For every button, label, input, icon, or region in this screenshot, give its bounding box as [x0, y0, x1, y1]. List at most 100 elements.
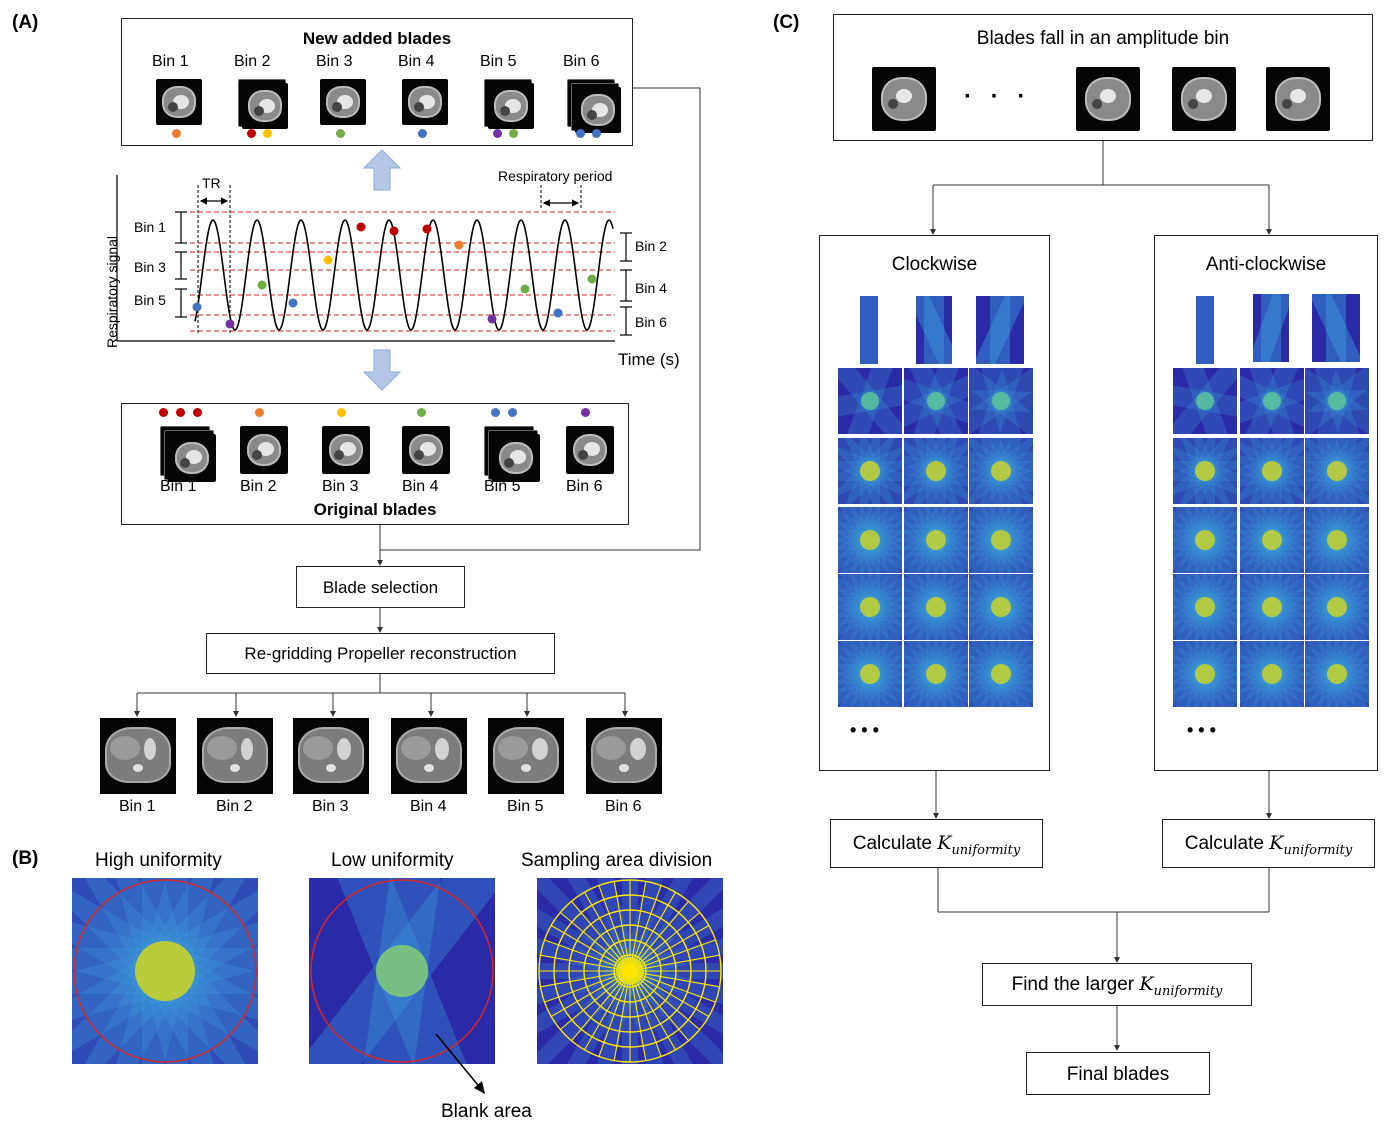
new-bin-label: Bin 4	[398, 53, 435, 70]
signal-sample-dot	[225, 319, 235, 329]
kspace-cell	[904, 574, 968, 640]
calc-prefix: Calculate	[852, 833, 938, 854]
blank-area-arrow	[435, 1033, 485, 1094]
panel-label-b: (B)	[12, 848, 39, 869]
kspace-cell	[969, 368, 1033, 434]
new-bin-label: Bin 3	[316, 53, 353, 70]
kspace-cell	[969, 641, 1033, 707]
kspace-cell	[1305, 507, 1369, 573]
blade-thumb	[1312, 294, 1360, 362]
blade-thumb	[916, 296, 952, 364]
anticlockwise-more: • • •	[1187, 720, 1216, 740]
bin-dot	[491, 408, 500, 417]
kspace-cell	[1305, 574, 1369, 640]
k-sub: uniformity	[951, 842, 1021, 858]
right-bin-6: Bin 6	[635, 314, 667, 330]
bin-dot	[172, 129, 181, 138]
recon-ct	[197, 718, 273, 794]
kspace-cell	[904, 507, 968, 573]
final-blades-box: Final blades	[1026, 1052, 1210, 1095]
signal-sample-dot	[257, 280, 267, 290]
recon-bin-label: Bin 4	[410, 798, 447, 815]
blank-area-label: Blank area	[441, 1101, 532, 1122]
low-uniformity-kspace	[309, 878, 495, 1064]
recon-ct	[293, 718, 369, 794]
k-sub: uniformity	[1283, 842, 1353, 858]
new-blades-title: New added blades	[302, 29, 452, 48]
original-blades-box: Bin 1 Bin 2 Bin 3 Bin 4 Bin 5 Bin 6 Original …	[121, 403, 629, 525]
recon-bin-label: Bin 5	[507, 798, 544, 815]
signal-sample-dot	[422, 224, 432, 234]
respiratory-signal-plot	[116, 175, 632, 342]
blade-thumb	[860, 296, 878, 364]
calc-k-right-box: Calculate Kuniformity	[1162, 819, 1375, 868]
kspace-cell	[838, 438, 902, 504]
signal-sample-dot	[323, 255, 333, 265]
orig-bin-label: Bin 4	[402, 478, 439, 495]
recon-bin-label: Bin 2	[216, 798, 253, 815]
panel-label-a: (A)	[12, 12, 39, 33]
anticlockwise-title: Anti-clockwise	[1205, 254, 1327, 275]
recon-bin-label: Bin 3	[312, 798, 349, 815]
panel-label-c: (C)	[773, 12, 800, 33]
signal-sample-dot	[356, 222, 366, 232]
signal-sample-dot	[389, 226, 399, 236]
recon-bin-label: Bin 6	[605, 798, 642, 815]
bin-dot	[176, 408, 185, 417]
regridding-box: Re-gridding Propeller reconstruction	[206, 633, 555, 674]
recon-ct	[586, 718, 662, 794]
bin-dot	[493, 129, 502, 138]
kspace-cell	[904, 641, 968, 707]
calc-k-right-label: Calculate Kuniformity	[1163, 832, 1374, 858]
kspace-cell	[1173, 507, 1237, 573]
blade-thumb	[976, 296, 1024, 364]
period-label: Respiratory period	[498, 168, 613, 184]
orig-bin-label: Bin 3	[322, 478, 359, 495]
bin-dot	[508, 408, 517, 417]
kspace-cell	[969, 438, 1033, 504]
right-bin-4: Bin 4	[635, 280, 667, 296]
tr-label: TR	[202, 175, 221, 191]
find-larger-label: Find the larger Kuniformity	[983, 973, 1251, 999]
blade-selection-label: Blade selection	[322, 578, 439, 597]
signal-sample-dot	[553, 308, 563, 318]
bin-dot	[592, 129, 601, 138]
kspace-cell	[838, 641, 902, 707]
bin-dot	[193, 408, 202, 417]
kspace-cell	[1240, 507, 1304, 573]
orig-bin-label: Bin 6	[566, 478, 603, 495]
high-uniformity-label: High uniformity	[95, 850, 222, 871]
signal-sample-dot	[288, 298, 298, 308]
left-bin-3: Bin 3	[134, 259, 166, 275]
kspace-cell	[904, 368, 968, 434]
kspace-cell	[1173, 438, 1237, 504]
kspace-cell	[1240, 641, 1304, 707]
recon-bin-label: Bin 1	[119, 798, 156, 815]
bin-dot	[247, 129, 256, 138]
signal-sample-dot	[454, 240, 464, 250]
bin-dot	[417, 408, 426, 417]
calc-k-left-label: Calculate Kuniformity	[831, 832, 1042, 858]
new-bin-label: Bin 2	[234, 53, 271, 70]
kspace-cell	[1173, 641, 1237, 707]
recon-ct	[391, 718, 467, 794]
bin-dot	[581, 408, 590, 417]
down-arrow-icon	[362, 349, 402, 391]
amplitude-bin-title: Blades fall in an amplitude bin	[976, 28, 1230, 49]
bin-dot	[336, 129, 345, 138]
kspace-cell	[1240, 574, 1304, 640]
regridding-label: Re-gridding Propeller reconstruction	[244, 644, 517, 663]
orig-bin-label: Bin 2	[240, 478, 277, 495]
new-bin-label: Bin 6	[563, 53, 600, 70]
kspace-cell	[1305, 368, 1369, 434]
kspace-cell	[969, 574, 1033, 640]
left-bin-1: Bin 1	[134, 219, 166, 235]
bin-dot	[418, 129, 427, 138]
original-blades-title: Original blades	[313, 500, 437, 519]
signal-sample-dot	[487, 314, 497, 324]
signal-sample-dot	[520, 284, 530, 294]
new-blades-box: New added blades Bin 1 Bin 2 Bin 3 Bin 4 Bin…	[121, 18, 633, 146]
new-bin-label: Bin 5	[480, 53, 517, 70]
kspace-cell	[1240, 438, 1304, 504]
kspace-cell	[838, 368, 902, 434]
